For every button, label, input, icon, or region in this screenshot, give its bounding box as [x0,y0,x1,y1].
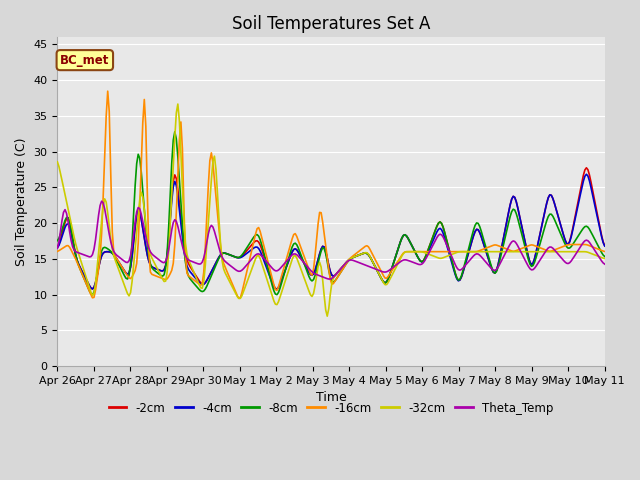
-32cm [601,256,609,262]
-16cm [235,295,243,301]
-32cm [120,283,128,288]
Theta_Temp [237,268,244,274]
-32cm [174,101,182,107]
-2cm [244,246,252,252]
-4cm [244,250,252,255]
-32cm [573,249,581,254]
-16cm [218,254,226,260]
-16cm [247,251,255,256]
-8cm [171,129,179,135]
-2cm [235,255,243,261]
-8cm [122,276,130,281]
-8cm [296,249,303,255]
Theta_Temp [54,245,61,251]
-32cm [246,272,253,278]
-16cm [238,290,246,296]
-4cm [582,171,590,177]
-8cm [238,252,246,258]
-32cm [218,257,226,263]
X-axis label: Time: Time [316,391,346,404]
-8cm [220,250,227,256]
-2cm [273,286,281,292]
Line: -16cm: -16cm [58,91,605,298]
-2cm [601,243,609,249]
-16cm [296,242,303,248]
Y-axis label: Soil Temperature (C): Soil Temperature (C) [15,137,28,266]
Line: -2cm: -2cm [58,168,605,289]
-8cm [88,292,96,298]
-4cm [235,255,243,261]
Text: BC_met: BC_met [60,54,109,67]
-8cm [601,253,609,259]
-4cm [273,287,281,292]
Theta_Temp [122,259,130,265]
-8cm [247,239,255,244]
Line: -4cm: -4cm [58,174,605,289]
-32cm [294,259,302,265]
-8cm [573,235,581,240]
-16cm [601,249,609,254]
Line: Theta_Temp: Theta_Temp [58,201,605,279]
-2cm [120,268,128,274]
Line: -32cm: -32cm [58,104,605,316]
Theta_Temp [325,276,333,282]
Line: -8cm: -8cm [58,132,605,295]
-16cm [104,88,111,94]
-16cm [573,241,581,247]
-32cm [237,296,244,301]
-4cm [294,249,302,255]
Theta_Temp [98,198,106,204]
-16cm [122,271,130,276]
Theta_Temp [246,259,253,264]
Theta_Temp [573,249,581,255]
Theta_Temp [294,253,302,259]
Title: Soil Temperatures Set A: Soil Temperatures Set A [232,15,430,33]
-32cm [323,313,331,319]
-32cm [54,159,61,165]
-4cm [54,245,61,251]
Theta_Temp [601,261,609,267]
-16cm [54,249,61,254]
-4cm [120,268,128,274]
-2cm [582,165,590,171]
-2cm [54,244,61,250]
Theta_Temp [218,254,226,260]
-2cm [294,249,302,255]
-4cm [217,252,225,258]
-4cm [572,214,580,219]
-2cm [572,211,580,216]
-2cm [217,252,225,258]
-4cm [601,243,609,249]
-8cm [54,238,61,243]
Legend: -2cm, -4cm, -8cm, -16cm, -32cm, Theta_Temp: -2cm, -4cm, -8cm, -16cm, -32cm, Theta_Te… [104,397,558,419]
